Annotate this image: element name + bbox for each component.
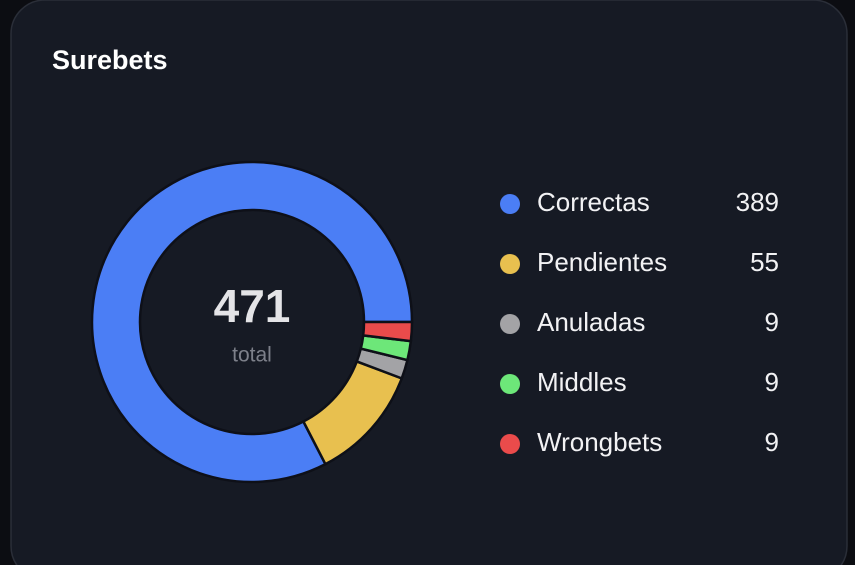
legend-value: 9 — [765, 427, 779, 457]
legend-value: 55 — [750, 247, 779, 277]
legend-value: 389 — [736, 187, 779, 217]
card — [10, 0, 848, 565]
legend-dot — [500, 374, 520, 394]
legend-dot — [500, 194, 520, 214]
legend-value: 9 — [765, 367, 779, 397]
legend-dot — [500, 314, 520, 334]
legend-label: Anuladas — [537, 307, 645, 337]
chart-title: Surebets — [52, 45, 168, 75]
total-label: total — [232, 344, 272, 367]
legend-label: Wrongbets — [537, 427, 662, 457]
legend-label: Middles — [537, 367, 627, 397]
legend-dot — [500, 254, 520, 274]
donut-segment — [361, 320, 414, 343]
legend-dot — [500, 434, 520, 454]
donut-segment — [90, 160, 414, 484]
legend-value: 9 — [765, 307, 779, 337]
legend-label: Pendientes — [537, 247, 667, 277]
total-value: 471 — [214, 280, 291, 332]
legend-label: Correctas — [537, 187, 650, 217]
